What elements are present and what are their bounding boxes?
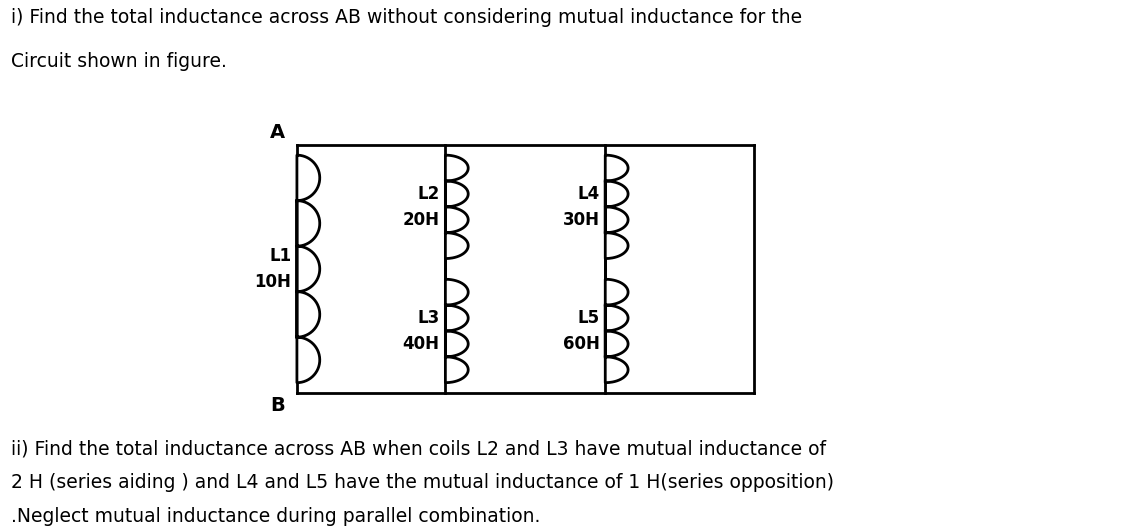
Text: 40H: 40H [403,335,440,353]
Text: L4: L4 [578,185,600,203]
Text: L1: L1 [270,247,291,265]
Text: L3: L3 [418,309,440,327]
Text: .Neglect mutual inductance during parallel combination.: .Neglect mutual inductance during parall… [11,507,541,526]
Text: 60H: 60H [563,335,600,353]
Text: B: B [271,395,286,414]
Text: Circuit shown in figure.: Circuit shown in figure. [11,52,227,71]
Text: 2 H (series aiding ) and L4 and L5 have the mutual inductance of 1 H(series oppo: 2 H (series aiding ) and L4 and L5 have … [11,473,835,492]
Text: L5: L5 [578,309,600,327]
Text: 30H: 30H [563,211,600,229]
Text: 10H: 10H [255,273,291,291]
Text: i) Find the total inductance across AB without considering mutual inductance for: i) Find the total inductance across AB w… [11,8,803,27]
Text: ii) Find the total inductance across AB when coils L2 and L3 have mutual inducta: ii) Find the total inductance across AB … [11,440,827,458]
Text: 20H: 20H [403,211,440,229]
Text: L2: L2 [418,185,440,203]
Text: A: A [271,123,286,142]
